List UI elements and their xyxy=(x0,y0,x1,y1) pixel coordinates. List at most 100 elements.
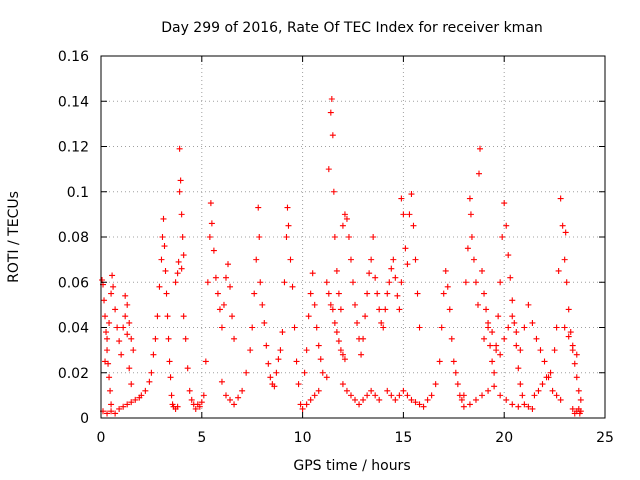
data-point xyxy=(339,351,346,358)
data-point xyxy=(519,392,526,399)
x-tick-label: 25 xyxy=(596,430,614,446)
data-point xyxy=(345,234,352,240)
data-point xyxy=(472,279,479,286)
data-point xyxy=(577,396,584,403)
data-point xyxy=(284,204,291,211)
data-point xyxy=(163,290,170,297)
data-point xyxy=(521,401,528,408)
data-point xyxy=(483,306,490,313)
y-tick-label: 0.1 xyxy=(67,185,89,201)
data-point xyxy=(343,215,350,222)
data-point xyxy=(487,342,494,349)
data-point xyxy=(281,279,288,286)
data-point xyxy=(416,401,423,408)
data-point xyxy=(317,356,324,363)
data-point xyxy=(166,358,173,365)
data-point xyxy=(370,234,377,240)
data-point xyxy=(485,319,492,326)
data-point xyxy=(160,215,167,222)
data-point xyxy=(372,392,379,399)
data-point xyxy=(293,358,300,365)
data-point xyxy=(192,405,199,412)
data-point xyxy=(108,401,115,408)
data-point xyxy=(120,324,127,331)
data-point xyxy=(509,401,516,408)
data-point xyxy=(392,274,399,281)
y-tick-label: 0.06 xyxy=(58,275,89,291)
data-point xyxy=(517,347,524,354)
data-point xyxy=(396,392,403,399)
data-point xyxy=(335,338,342,345)
x-tick-label: 20 xyxy=(495,430,513,446)
data-point xyxy=(202,358,209,365)
data-point xyxy=(327,301,334,308)
data-point xyxy=(358,351,365,358)
data-point xyxy=(265,360,272,367)
data-point xyxy=(559,222,566,229)
data-point xyxy=(247,347,254,354)
data-point xyxy=(109,272,116,279)
data-point xyxy=(531,392,538,399)
data-point xyxy=(225,261,232,268)
data-point xyxy=(537,347,544,354)
data-point xyxy=(106,319,113,326)
data-point xyxy=(398,279,405,286)
data-point xyxy=(231,401,238,408)
data-point xyxy=(565,333,572,340)
data-point xyxy=(196,403,203,410)
data-point xyxy=(347,256,354,263)
data-point xyxy=(352,301,359,308)
data-point xyxy=(513,329,520,336)
data-point xyxy=(291,324,298,331)
data-point xyxy=(489,358,496,365)
data-point xyxy=(229,313,236,320)
y-tick-label: 0.16 xyxy=(58,49,89,65)
data-point xyxy=(414,290,421,297)
data-point xyxy=(354,319,361,326)
data-point xyxy=(388,392,395,399)
data-point xyxy=(108,408,115,415)
data-point xyxy=(529,319,536,326)
data-point xyxy=(428,392,435,399)
data-point xyxy=(273,369,280,376)
data-point xyxy=(271,383,278,390)
data-point xyxy=(178,211,185,218)
data-point xyxy=(126,365,133,372)
data-point xyxy=(329,306,336,313)
grid xyxy=(101,56,605,418)
data-point xyxy=(208,220,215,227)
data-point xyxy=(132,396,139,403)
data-point xyxy=(493,342,500,349)
axis-ticks: 0 5 10 15 20 25 0 0.02 0.04 0.06 0.08 0.1 0.12 0.14 0.… xyxy=(58,49,614,446)
data-point xyxy=(450,358,457,365)
data-point xyxy=(388,265,395,272)
data-point xyxy=(261,319,268,326)
data-point xyxy=(164,313,171,320)
data-point xyxy=(368,256,375,263)
data-point xyxy=(101,297,108,304)
data-point xyxy=(347,392,354,399)
data-point xyxy=(408,396,415,403)
data-point xyxy=(138,392,145,399)
data-point xyxy=(255,204,262,211)
y-tick-label: 0.12 xyxy=(58,140,89,156)
data-point xyxy=(499,234,506,240)
data-point xyxy=(495,313,502,320)
data-point xyxy=(440,290,447,297)
data-point xyxy=(154,313,161,320)
data-point xyxy=(330,188,337,195)
data-point xyxy=(325,290,332,297)
data-point xyxy=(420,403,427,410)
data-point xyxy=(142,387,149,394)
data-point xyxy=(104,335,111,342)
data-point xyxy=(515,365,522,372)
data-point xyxy=(533,335,540,342)
data-point xyxy=(509,313,516,320)
data-point xyxy=(400,211,407,218)
data-point xyxy=(210,247,217,254)
data-point xyxy=(128,381,135,388)
data-point xyxy=(343,387,350,394)
data-point xyxy=(177,177,184,184)
data-point xyxy=(285,222,292,229)
